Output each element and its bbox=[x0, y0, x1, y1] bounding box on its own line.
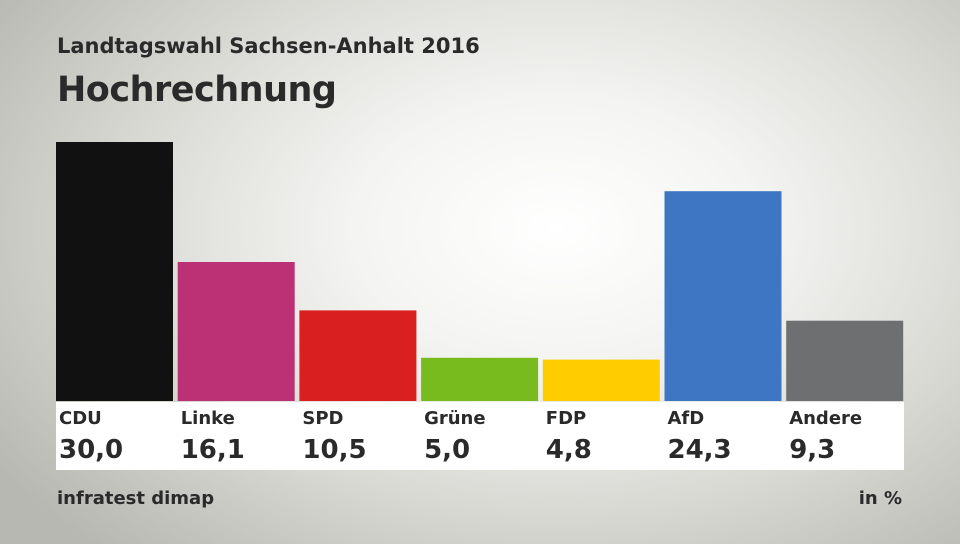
value-label-cdu: 30,0 bbox=[59, 435, 124, 465]
category-label-fdp: FDP bbox=[545, 408, 587, 429]
category-label-andere: Andere bbox=[789, 408, 863, 429]
unit-label: in % bbox=[858, 488, 902, 509]
bar-afd bbox=[664, 191, 782, 401]
value-label-linke: 16,1 bbox=[180, 435, 245, 465]
value-label-fdp: 4,8 bbox=[545, 435, 592, 465]
value-label-grüne: 5,0 bbox=[424, 435, 471, 465]
category-label-cdu: CDU bbox=[59, 408, 102, 429]
source-label: infratest dimap bbox=[57, 488, 215, 509]
value-label-spd: 10,5 bbox=[302, 435, 367, 465]
category-label-linke: Linke bbox=[180, 408, 235, 429]
value-label-andere: 9,3 bbox=[789, 435, 836, 465]
bar-spd bbox=[299, 310, 417, 401]
bar-linke bbox=[177, 262, 295, 401]
bar-grüne bbox=[421, 357, 539, 401]
category-label-grüne: Grüne bbox=[424, 408, 486, 429]
bar-fdp bbox=[542, 359, 660, 401]
value-label-afd: 24,3 bbox=[667, 435, 732, 465]
chart-subtitle: Landtagswahl Sachsen-Anhalt 2016 bbox=[57, 34, 480, 58]
chart-title: Hochrechnung bbox=[57, 70, 337, 110]
category-label-afd: AfD bbox=[667, 408, 705, 429]
category-label-spd: SPD bbox=[302, 408, 344, 429]
category-labels-panel: CDU 30,0 Linke 16,1 SPD 10,5 Grüne 5,0 FDP 4,8 AfD… bbox=[56, 402, 904, 470]
bar-andere bbox=[786, 320, 904, 401]
bar-cdu bbox=[56, 142, 173, 401]
